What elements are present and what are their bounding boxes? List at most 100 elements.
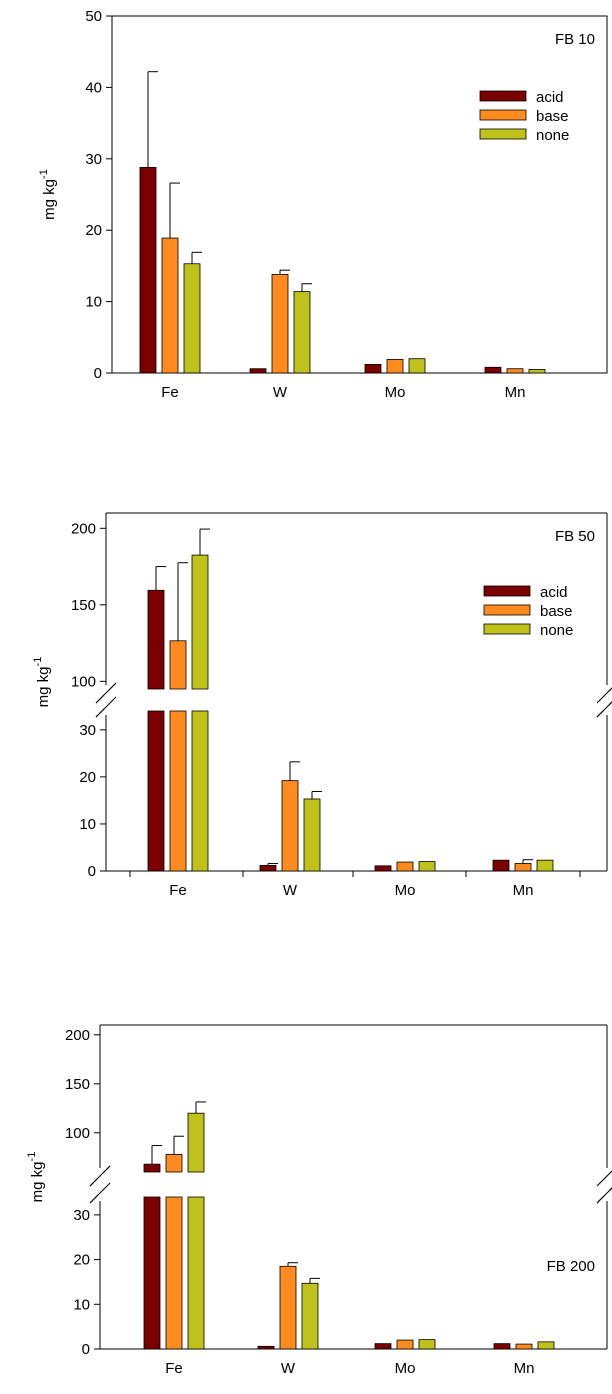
panel-title: FB 200 [547, 1258, 595, 1275]
y-tick-label: 10 [73, 1296, 90, 1313]
bar-base [396, 1339, 414, 1350]
bar-none-upper [187, 1112, 205, 1173]
axis-break-gap [98, 1172, 609, 1197]
bar-acid [147, 710, 165, 872]
y-tick-label: 150 [71, 597, 96, 614]
x-tick-label: Mn [514, 1360, 535, 1377]
bar-acid-upper [147, 589, 165, 690]
chart-panel-2: 0 10 20 30 100 150 200 mg kg-1 Fe W Mo Mn FB 50 acid b… [32, 512, 612, 899]
y-tick-label: 10 [85, 294, 102, 311]
bar-acid [249, 368, 267, 374]
x-tick-label: W [281, 1360, 296, 1377]
bar-base [506, 368, 524, 374]
axis-break-left-mark-upper [89, 1165, 111, 1187]
legend-label-acid: acid [540, 584, 568, 601]
axis-break-right-mark-upper [596, 687, 612, 704]
bar-none [536, 859, 554, 872]
x-tick-label: Mo [385, 384, 406, 401]
x-tick-label: Fe [165, 1360, 183, 1377]
y-tick-label: 20 [79, 769, 96, 786]
y-tick-label: 0 [82, 1341, 90, 1358]
bar-base [279, 1265, 297, 1350]
bar-base [271, 274, 289, 374]
chart-panel-3: 0 10 20 30 100 150 200 mg kg-1 Fe W Mo Mn FB 200 [26, 1024, 612, 1377]
x-tick-label: W [283, 882, 298, 899]
y-tick-label: 200 [65, 1027, 90, 1044]
bar-none [408, 358, 426, 374]
bar-acid [374, 1343, 392, 1350]
y-tick-label: 200 [71, 520, 96, 537]
bar-none-upper [191, 554, 209, 690]
bar-acid [492, 859, 510, 872]
bar-none [191, 710, 209, 872]
chart-panel-1: 0 10 20 30 40 50 mg kg-1 Fe W Mo Mn FB 10 acid base no… [38, 8, 608, 401]
legend-swatch-none [483, 623, 531, 635]
panel-title: FB 10 [555, 31, 595, 48]
axis-break-right-mark-upper [596, 1170, 612, 1187]
bar-acid [139, 166, 157, 374]
axis-break-gap [104, 689, 609, 711]
x-tick-label: Mo [395, 1360, 416, 1377]
bar-base-upper [169, 640, 187, 690]
bar-none [187, 1196, 205, 1350]
x-tick-label: W [273, 384, 288, 401]
bar-none [537, 1341, 555, 1350]
bar-acid [257, 1345, 275, 1350]
x-tick-label: Mn [505, 384, 526, 401]
bar-base [161, 237, 179, 374]
bar-acid [374, 865, 392, 872]
y-tick-label: 0 [88, 863, 96, 880]
y-axis-label: mg kg-1 [32, 657, 52, 708]
bar-base-upper [165, 1153, 183, 1173]
axis-break-left-mark-upper [95, 682, 117, 704]
x-tick-label: Fe [161, 384, 179, 401]
y-tick-label: 0 [94, 365, 102, 382]
x-tick-label: Mn [513, 882, 534, 899]
legend-swatch-acid [483, 585, 531, 597]
bar-acid [493, 1343, 511, 1350]
legend-label-base: base [540, 603, 573, 620]
x-tick-label: Mo [395, 882, 416, 899]
legend-swatch-base [479, 109, 527, 121]
legend-swatch-base [483, 604, 531, 616]
bar-none [303, 798, 321, 872]
bar-base [515, 1343, 533, 1350]
legend-label-none: none [536, 127, 569, 144]
bar-acid [364, 364, 382, 374]
bar-none [418, 1339, 436, 1350]
bar-base [281, 780, 299, 872]
y-axis-label: mg kg-1 [38, 169, 58, 220]
panel-title: FB 50 [555, 528, 595, 545]
bar-none [301, 1282, 319, 1350]
y-tick-label: 10 [79, 816, 96, 833]
y-tick-label: 30 [73, 1207, 90, 1224]
bar-acid-upper [143, 1163, 161, 1173]
y-tick-label: 20 [85, 222, 102, 239]
legend-swatch-acid [479, 90, 527, 102]
bar-none [183, 263, 201, 374]
x-tick-label: Fe [169, 882, 187, 899]
axis-break-right-mark-lower [596, 701, 612, 718]
y-tick-label: 100 [65, 1125, 90, 1142]
y-tick-label: 40 [85, 79, 102, 96]
bar-none [293, 291, 311, 374]
legend-swatch-none [479, 128, 527, 140]
bar-base [396, 861, 414, 872]
bar-none [528, 369, 546, 374]
y-tick-label: 100 [71, 673, 96, 690]
bar-base [169, 710, 187, 872]
legend-label-none: none [540, 622, 573, 639]
bar-acid [484, 366, 502, 374]
bar-none [418, 861, 436, 872]
axis-break-left-mark-lower [95, 696, 117, 718]
axis-break-left-mark-lower [89, 1182, 111, 1204]
bar-acid [259, 864, 277, 872]
y-tick-label: 20 [73, 1252, 90, 1269]
y-tick-label: 150 [65, 1076, 90, 1093]
plot-frame [111, 15, 608, 374]
bar-base [514, 863, 532, 872]
y-tick-label: 30 [85, 151, 102, 168]
legend-label-acid: acid [536, 89, 564, 106]
